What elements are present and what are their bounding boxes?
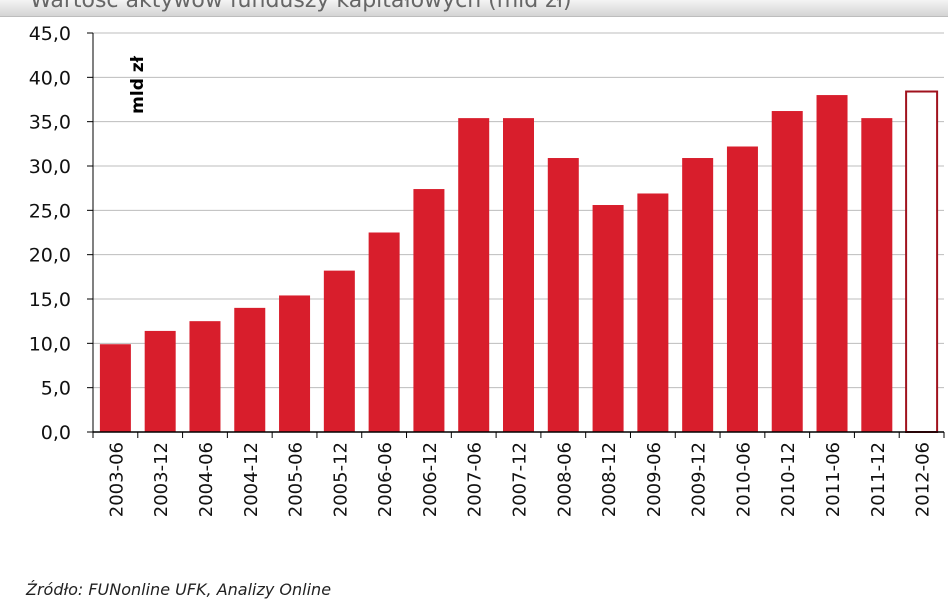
- chart-title-bar: Wartość aktywów funduszy kapitałowych (m…: [0, 0, 948, 17]
- x-tick-label: 2008-12: [599, 442, 620, 517]
- bar-2012-06: [905, 90, 939, 434]
- bar-2003-06: [99, 344, 131, 432]
- x-tick-label: 2007-06: [465, 442, 486, 517]
- y-tick-label: 45,0: [29, 23, 71, 45]
- y-tick-label: 20,0: [29, 245, 71, 267]
- x-tick-label: 2004-12: [241, 442, 262, 517]
- x-tick-label: 2010-06: [733, 442, 754, 517]
- x-tick-label: 2003-06: [106, 442, 127, 517]
- axes: [87, 32, 945, 438]
- x-tick-label: 2006-06: [375, 442, 396, 517]
- bar-2004-12: [234, 307, 266, 432]
- y-tick-label: 10,0: [29, 333, 71, 355]
- y-tick-label: 15,0: [29, 289, 71, 311]
- bar-2009-12: [682, 158, 714, 432]
- x-tick-label: 2005-12: [330, 442, 351, 517]
- x-tick-label: 2009-06: [644, 442, 665, 517]
- x-tick-label: 2008-06: [554, 442, 575, 517]
- bar-2006-12: [413, 189, 445, 432]
- bar-2003-12: [144, 330, 176, 432]
- y-tick-labels: 0,0 5,0 10,0 15,0 20,0 25,0 30,0 35,0 40,0 45,0: [29, 23, 71, 444]
- bar-2007-12: [503, 118, 534, 433]
- bar-2011-06: [816, 95, 848, 433]
- bar-2005-06: [279, 295, 311, 432]
- y-tick-label: 35,0: [29, 112, 71, 134]
- y-tick-label: 40,0: [29, 67, 71, 89]
- bar-2006-06: [368, 232, 400, 432]
- x-tick-label: 2006-12: [420, 442, 441, 517]
- y-tick-label: 30,0: [29, 156, 71, 178]
- bar-2008-06: [547, 158, 579, 432]
- bar-2004-06: [189, 321, 221, 432]
- bars: [99, 90, 939, 434]
- bar-2007-06: [458, 118, 490, 433]
- bar-2009-06: [637, 193, 669, 432]
- x-tick-label: 2005-06: [286, 442, 307, 517]
- x-tick-label: 2011-12: [868, 442, 889, 517]
- x-tick-label: 2003-12: [151, 442, 172, 517]
- x-tick-label: 2011-06: [823, 442, 844, 517]
- y-axis-unit-label: mld zł: [128, 55, 148, 114]
- x-tick-label: 2009-12: [689, 442, 710, 517]
- x-tick-label: 2007-12: [510, 442, 531, 517]
- x-tick-label: 2012-06: [913, 442, 934, 517]
- bar-2010-06: [726, 146, 758, 432]
- y-tick-label: 25,0: [29, 200, 71, 222]
- x-tick-label: 2010-12: [778, 442, 799, 517]
- x-tick-labels: 2003-06 2003-12 2004-06 2004-12 2005-06 2005-…: [106, 442, 933, 517]
- bar-2005-12: [323, 270, 355, 432]
- chart-title: Wartość aktywów funduszy kapitałowych (m…: [30, 0, 572, 13]
- y-tick-label: 0,0: [41, 422, 71, 444]
- x-tick-label: 2004-06: [196, 442, 217, 517]
- y-tick-label: 5,0: [41, 378, 71, 400]
- source-note: Źródło: FUNonline UFK, Analizy Online: [26, 580, 332, 599]
- bar-2011-12: [861, 118, 893, 433]
- bar-2008-12: [592, 205, 624, 432]
- bar-2010-12: [771, 111, 803, 432]
